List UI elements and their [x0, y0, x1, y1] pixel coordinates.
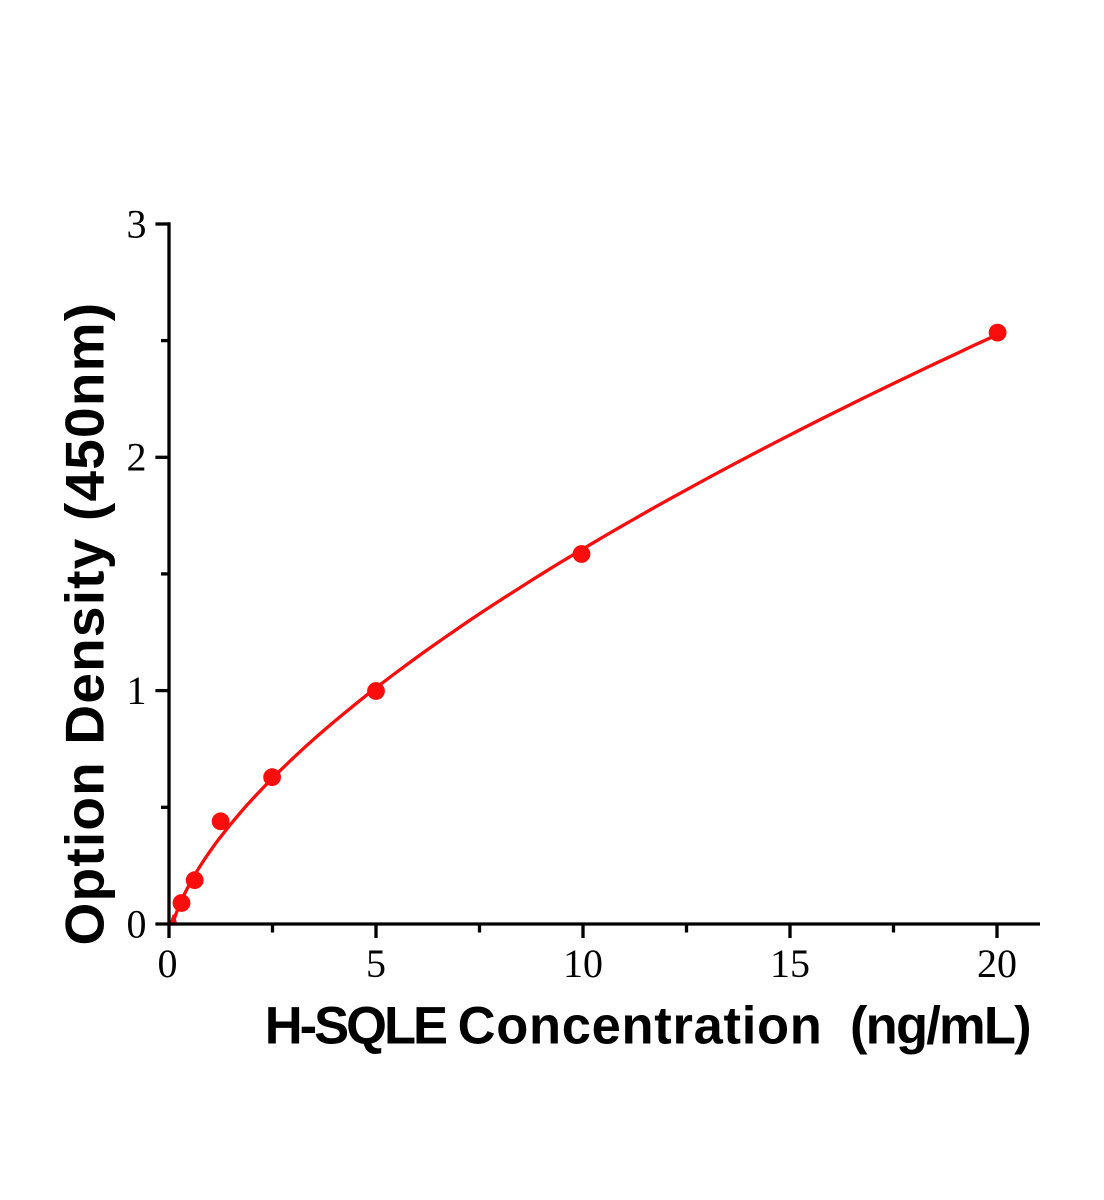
svg-text:Concentration: Concentration: [458, 996, 823, 1055]
svg-text:10: 10: [563, 941, 603, 986]
svg-text:0: 0: [127, 901, 147, 946]
svg-text:(ng/mL): (ng/mL): [850, 996, 1030, 1055]
svg-text:20: 20: [977, 941, 1017, 986]
svg-text:5: 5: [366, 941, 386, 986]
svg-text:H-SQLE: H-SQLE: [265, 996, 446, 1055]
svg-text:0: 0: [158, 941, 178, 986]
svg-text:15: 15: [770, 941, 810, 986]
svg-text:3: 3: [127, 201, 147, 246]
svg-text:1: 1: [127, 668, 147, 713]
svg-text:Option Density (450nm): Option Density (450nm): [54, 302, 116, 946]
svg-text:2: 2: [127, 435, 147, 480]
